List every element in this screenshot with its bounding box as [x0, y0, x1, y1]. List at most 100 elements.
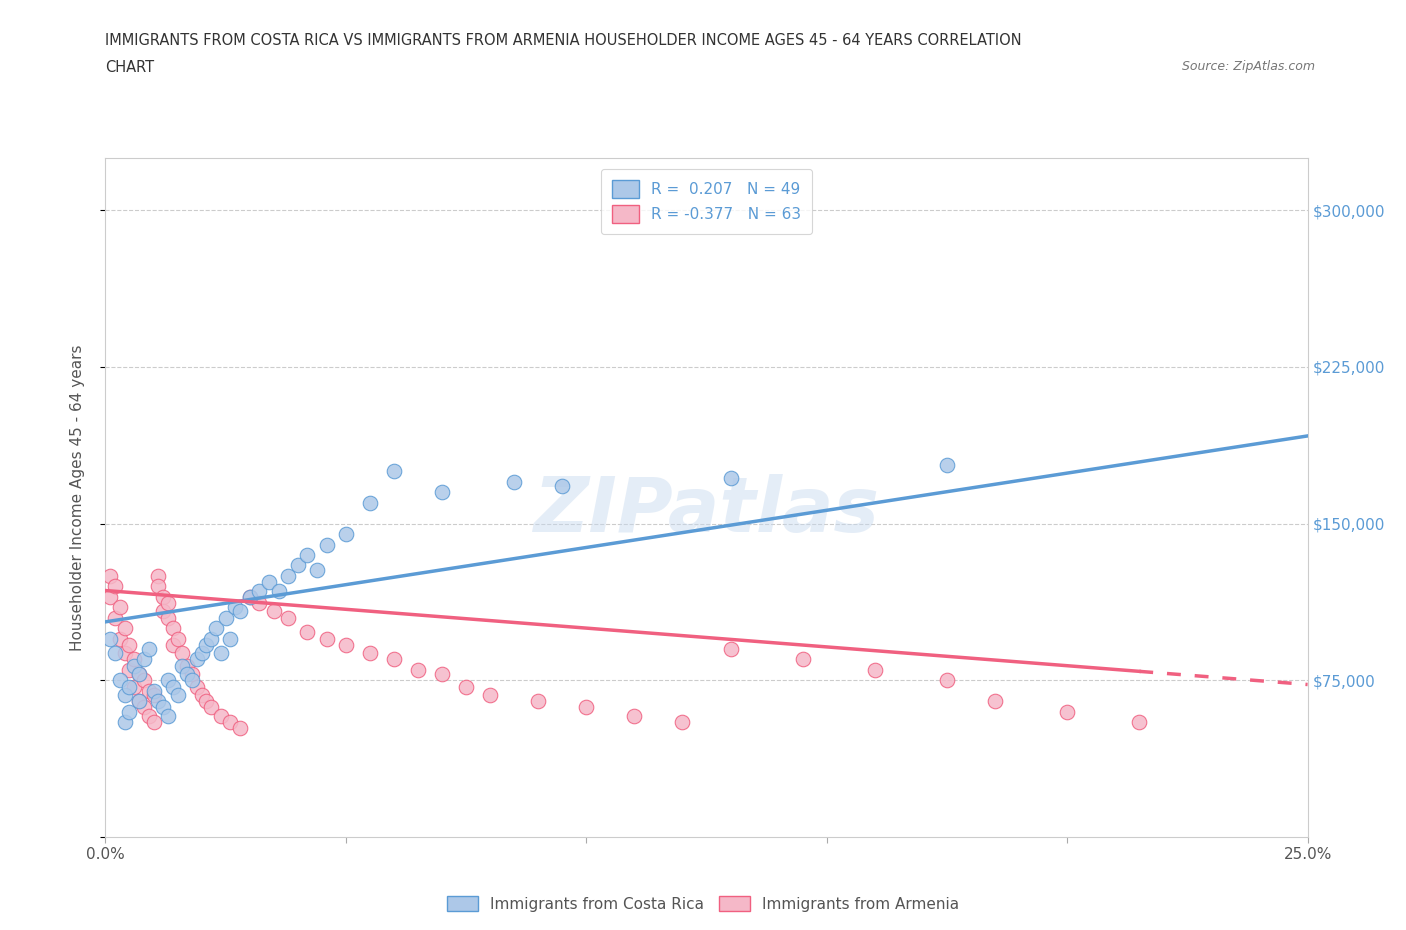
Point [430, 667, 453, 682]
Point [214, 610, 236, 625]
Point [108, 673, 131, 688]
Point [104, 610, 127, 625]
Point [454, 679, 477, 694]
Point [152, 604, 174, 618]
Text: Source: ZipAtlas.com: Source: ZipAtlas.com [1181, 60, 1315, 73]
Point [166, 687, 188, 702]
Point [156, 610, 179, 625]
Point [132, 673, 155, 688]
Point [229, 721, 252, 736]
Point [224, 600, 246, 615]
Point [181, 673, 204, 688]
Point [152, 590, 174, 604]
Point [1128, 714, 1150, 729]
Point [359, 496, 381, 511]
Point [118, 704, 141, 719]
Point [277, 610, 299, 625]
Point [181, 667, 204, 682]
Point [138, 642, 160, 657]
Point [124, 652, 146, 667]
Point [792, 652, 814, 667]
Point [148, 578, 170, 593]
Point [984, 694, 1007, 709]
Point [114, 714, 136, 729]
Point [128, 694, 150, 709]
Point [247, 595, 270, 610]
Point [186, 679, 208, 694]
Point [142, 684, 165, 698]
Point [114, 645, 136, 660]
Point [936, 673, 959, 688]
Point [166, 631, 188, 646]
Point [209, 709, 232, 724]
Point [277, 568, 299, 583]
Point [430, 485, 453, 499]
Point [118, 662, 141, 677]
Legend: R =  0.207   N = 49, R = -0.377   N = 63: R = 0.207 N = 49, R = -0.377 N = 63 [600, 169, 813, 234]
Point [229, 604, 252, 618]
Text: CHART: CHART [105, 60, 155, 75]
Point [219, 631, 242, 646]
Point [623, 709, 645, 724]
Point [359, 645, 381, 660]
Point [1056, 704, 1078, 719]
Point [315, 538, 337, 552]
Point [156, 595, 179, 610]
Point [190, 645, 212, 660]
Point [156, 709, 179, 724]
Point [162, 679, 184, 694]
Point [128, 694, 150, 709]
Point [671, 714, 693, 729]
Text: IMMIGRANTS FROM COSTA RICA VS IMMIGRANTS FROM ARMENIA HOUSEHOLDER INCOME AGES 45: IMMIGRANTS FROM COSTA RICA VS IMMIGRANTS… [105, 33, 1022, 47]
Point [162, 637, 184, 652]
Point [98, 631, 121, 646]
Point [209, 645, 232, 660]
Point [142, 687, 165, 702]
Point [138, 709, 160, 724]
Text: ZIPatlas: ZIPatlas [533, 474, 880, 548]
Point [114, 620, 136, 635]
Point [176, 658, 198, 673]
Point [124, 658, 146, 673]
Point [176, 667, 198, 682]
Point [195, 637, 218, 652]
Point [162, 620, 184, 635]
Point [720, 642, 742, 657]
Legend: Immigrants from Costa Rica, Immigrants from Armenia: Immigrants from Costa Rica, Immigrants f… [441, 889, 965, 918]
Point [104, 645, 127, 660]
Point [315, 631, 337, 646]
Point [219, 714, 242, 729]
Point [190, 687, 212, 702]
Point [124, 679, 146, 694]
Point [142, 714, 165, 729]
Point [720, 471, 742, 485]
Point [186, 652, 208, 667]
Point [239, 590, 262, 604]
Point [138, 684, 160, 698]
Point [305, 562, 328, 577]
Point [335, 526, 357, 541]
Point [128, 667, 150, 682]
Point [527, 694, 550, 709]
Y-axis label: Householder Income Ages 45 - 64 years: Householder Income Ages 45 - 64 years [70, 344, 84, 651]
Point [297, 548, 319, 563]
Point [205, 620, 228, 635]
Point [132, 700, 155, 715]
Point [551, 479, 574, 494]
Point [200, 700, 222, 715]
Point [575, 700, 598, 715]
Point [335, 637, 357, 652]
Point [382, 464, 405, 479]
Point [382, 652, 405, 667]
Point [239, 590, 262, 604]
Point [98, 590, 121, 604]
Point [257, 575, 280, 590]
Point [156, 673, 179, 688]
Point [479, 687, 502, 702]
Point [108, 600, 131, 615]
Point [503, 474, 526, 489]
Point [172, 658, 194, 673]
Point [132, 652, 155, 667]
Point [195, 694, 218, 709]
Point [287, 558, 309, 573]
